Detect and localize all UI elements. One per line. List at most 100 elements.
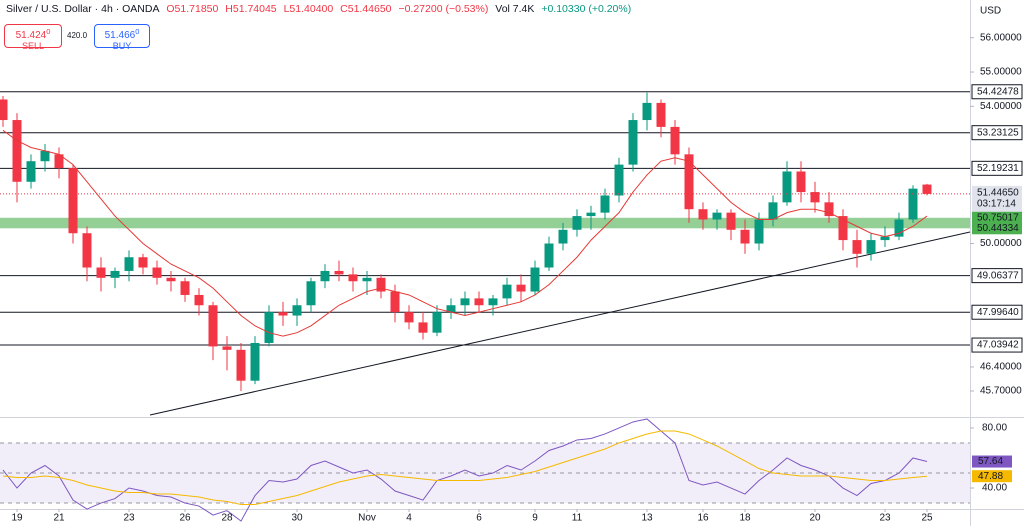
candle-body xyxy=(362,277,372,282)
sell-button[interactable]: 51.4240 SELL xyxy=(4,24,62,51)
sell-sup: 0 xyxy=(46,27,51,36)
candle-body xyxy=(474,298,484,306)
x-tick-label: 18 xyxy=(739,513,751,524)
candle-body xyxy=(530,267,540,292)
candle-body xyxy=(180,281,190,295)
rsi-line xyxy=(2,418,928,522)
candle-body xyxy=(54,154,64,169)
rsi-value-label: 57.64 xyxy=(978,456,1003,467)
level-label-box xyxy=(971,84,1023,100)
rsi-value-label: 47.88 xyxy=(978,471,1003,482)
change: −0.27200 (−0.53%) xyxy=(398,3,489,15)
candle-body xyxy=(726,212,736,230)
x-tick-label: 13 xyxy=(641,513,653,524)
ohlc: O51.71850 xyxy=(166,3,219,15)
candle-body xyxy=(866,240,876,254)
candle-body xyxy=(404,312,414,323)
candle-body xyxy=(166,277,176,282)
symbol-title: Silver / U.S. Dollar · 4h · OANDA xyxy=(6,3,160,15)
y-tick-label: 54.00000 xyxy=(980,101,1022,112)
level-label: 52.19231 xyxy=(977,163,1019,174)
ohlc: L51.40400 xyxy=(283,3,334,15)
candle-body xyxy=(880,236,890,241)
candle-body xyxy=(838,216,848,241)
candle-body xyxy=(796,171,806,193)
candle-body xyxy=(600,195,610,213)
x-tick-label: 4 xyxy=(406,513,412,524)
volume: Vol 7.4K xyxy=(495,3,535,15)
x-tick-label: 25 xyxy=(921,513,933,524)
y-tick-label: 45.70000 xyxy=(980,386,1022,397)
candle-body xyxy=(320,270,330,282)
sell-label: SELL xyxy=(21,41,45,51)
rsi-value-box xyxy=(972,455,1012,468)
candle-body xyxy=(810,192,820,203)
x-tick-label: 23 xyxy=(879,513,891,524)
candle-body xyxy=(908,188,918,220)
buy-button[interactable]: 51.4660 BUY xyxy=(94,24,150,51)
candle-body xyxy=(516,284,526,292)
candle-body xyxy=(236,349,246,381)
sell-price: 51.424 xyxy=(15,30,47,41)
candle-body xyxy=(698,209,708,220)
zone-label: 50.75017 xyxy=(977,212,1019,223)
header: Silver / U.S. Dollar · 4h · OANDA O51.71… xyxy=(6,3,635,15)
level-label: 49.06377 xyxy=(977,270,1019,281)
ohlc: H51.74045 xyxy=(225,3,277,15)
candle-body xyxy=(922,184,932,194)
level-label-box xyxy=(971,125,1023,141)
ohlc: C51.44650 xyxy=(340,3,392,15)
support-zone xyxy=(0,217,970,229)
candle-body xyxy=(488,298,498,306)
candle-body xyxy=(894,219,904,237)
zone-label-box xyxy=(972,222,1022,235)
candle-body xyxy=(432,312,442,333)
level-label-box xyxy=(971,268,1023,284)
level-label: 47.03942 xyxy=(977,340,1019,351)
candle-body xyxy=(446,305,456,313)
candle-body xyxy=(0,99,8,121)
candle-body xyxy=(740,229,750,244)
y-tick-label: 46.40000 xyxy=(980,362,1022,373)
x-tick-label: Nov xyxy=(358,513,376,524)
x-tick-label: 20 xyxy=(809,513,821,524)
buy-price: 51.466 xyxy=(104,30,136,41)
level-label: 53.23125 xyxy=(977,127,1019,138)
zone-label-box xyxy=(972,211,1022,224)
candle-body xyxy=(124,257,134,271)
x-tick-label: 19 xyxy=(11,513,23,524)
x-tick-label: 30 xyxy=(291,513,303,524)
candle-body xyxy=(768,202,778,220)
moving-average xyxy=(2,129,928,337)
x-tick-label: 6 xyxy=(476,513,482,524)
x-tick-label: 21 xyxy=(53,513,65,524)
candle-body xyxy=(782,171,792,203)
candle-body xyxy=(250,342,260,381)
volume-change: +0.10330 (+0.20%) xyxy=(541,3,632,15)
currency: USD xyxy=(980,6,1001,17)
candle-body xyxy=(82,233,92,268)
last-price-label: 51.44650 xyxy=(977,188,1019,199)
candle-body xyxy=(418,322,428,333)
candle-body xyxy=(628,120,638,165)
level-label-box xyxy=(971,160,1023,176)
buy-label: BUY xyxy=(112,41,132,51)
zone-label: 50.44334 xyxy=(977,223,1019,234)
level-label-box xyxy=(971,337,1023,353)
level-label-box xyxy=(971,304,1023,320)
x-tick-label: 28 xyxy=(221,513,233,524)
candle-body xyxy=(278,312,288,316)
candle-body xyxy=(572,216,582,230)
candle-body xyxy=(684,154,694,210)
y-tick-label: 56.00000 xyxy=(980,32,1022,43)
candle-body xyxy=(26,161,36,182)
candle-body xyxy=(670,126,680,155)
x-tick-label: 9 xyxy=(532,513,538,524)
last-price-box xyxy=(972,185,1022,212)
candle-body xyxy=(390,291,400,313)
level-label: 47.99640 xyxy=(977,307,1019,318)
candle-body xyxy=(558,229,568,244)
candle-body xyxy=(544,243,554,268)
